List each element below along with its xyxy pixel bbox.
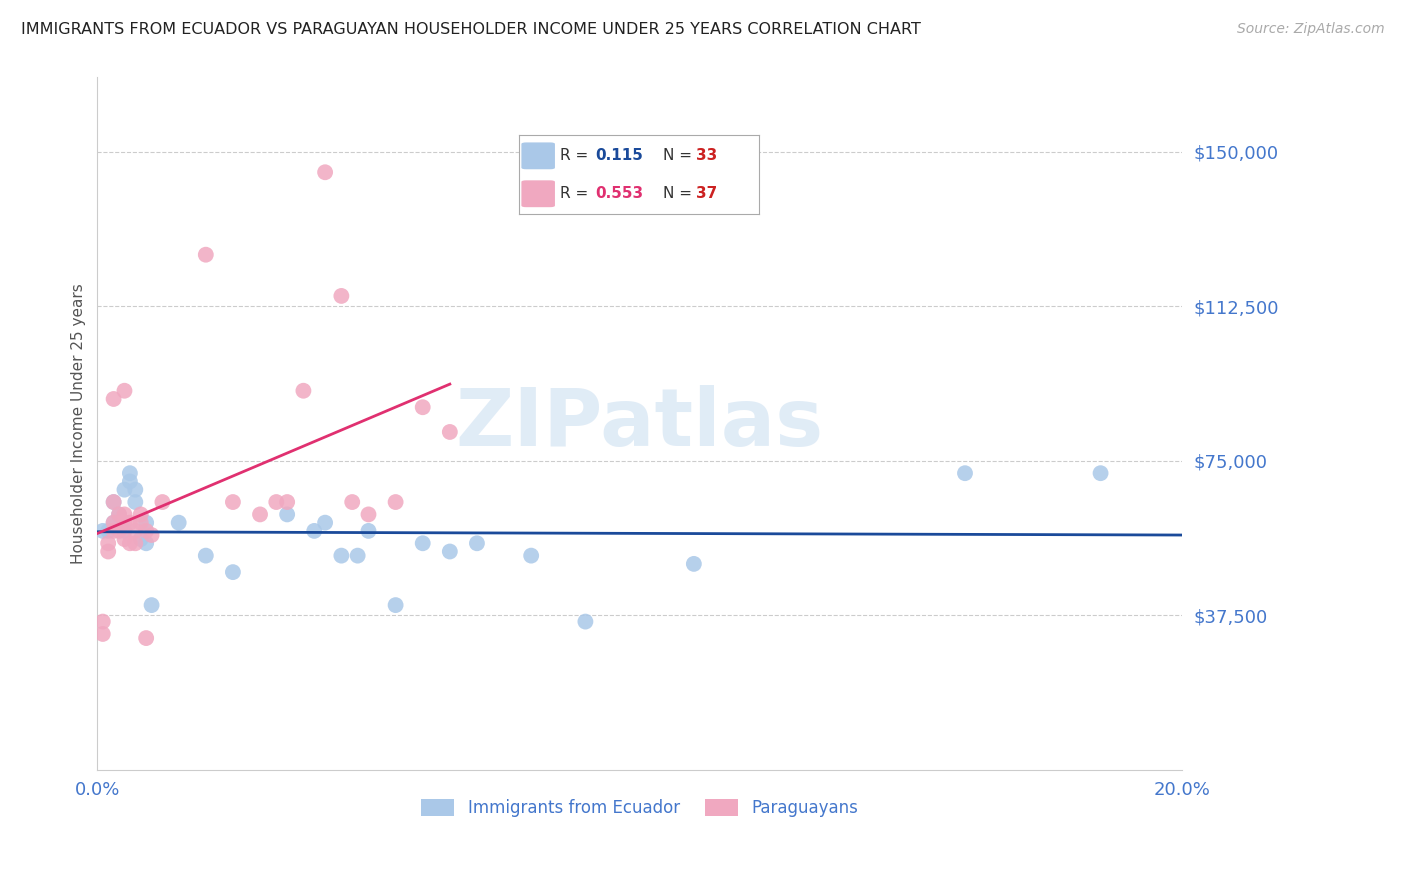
Point [953,466,976,480]
Point [103,392,125,406]
Point [124,536,146,550]
Point [108,508,131,522]
Point [114,384,136,398]
Point [91,524,114,538]
Point [222,495,245,509]
Point [103,524,125,538]
Point [118,536,141,550]
Point [97,536,120,550]
Point [135,524,157,538]
Point [103,495,125,509]
Point [304,524,326,538]
Point [129,516,152,530]
Text: R =: R = [560,186,593,202]
Point [129,532,152,546]
Y-axis label: Householder Income Under 25 years: Householder Income Under 25 years [72,284,86,564]
Point [342,495,364,509]
Point [384,495,406,509]
Point [103,516,125,530]
Point [194,248,217,262]
Point [114,532,136,546]
Text: ZIPatlas: ZIPatlas [456,384,824,463]
Point [114,524,136,538]
Point [222,565,245,579]
Point [276,495,298,509]
FancyBboxPatch shape [522,143,555,169]
Text: IMMIGRANTS FROM ECUADOR VS PARAGUAYAN HOUSEHOLDER INCOME UNDER 25 YEARS CORRELAT: IMMIGRANTS FROM ECUADOR VS PARAGUAYAN HO… [21,22,921,37]
Point [1090,466,1112,480]
Point [124,495,146,509]
Text: R =: R = [560,148,593,163]
Point [412,401,434,415]
Point [135,631,157,645]
Point [574,615,596,629]
Point [167,516,190,530]
Point [465,536,488,550]
FancyBboxPatch shape [522,180,555,207]
Point [118,516,141,530]
Text: N =: N = [662,148,697,163]
Point [124,524,146,538]
Text: Source: ZipAtlas.com: Source: ZipAtlas.com [1237,22,1385,37]
Point [124,483,146,497]
Point [91,627,114,641]
Text: 0.553: 0.553 [596,186,644,202]
Point [346,549,368,563]
Point [108,524,131,538]
Point [330,289,353,303]
Point [141,598,163,612]
Point [266,495,288,509]
Point [520,549,543,563]
Point [118,466,141,480]
Point [276,508,298,522]
Point [97,524,120,538]
Point [249,508,271,522]
Point [357,508,380,522]
Legend: Immigrants from Ecuador, Paraguayans: Immigrants from Ecuador, Paraguayans [415,792,865,824]
Point [135,536,157,550]
Point [682,557,704,571]
Text: 0.115: 0.115 [596,148,644,163]
Point [314,516,336,530]
Text: 33: 33 [696,148,717,163]
Point [97,544,120,558]
Point [141,528,163,542]
Point [194,549,217,563]
Point [292,384,315,398]
Point [330,549,353,563]
Point [412,536,434,550]
Point [114,516,136,530]
Point [357,524,380,538]
Point [103,495,125,509]
Point [114,483,136,497]
Point [129,508,152,522]
Point [103,516,125,530]
Point [384,598,406,612]
Point [114,508,136,522]
Text: N =: N = [662,186,697,202]
Point [118,475,141,489]
Point [108,508,131,522]
Point [91,615,114,629]
Point [439,425,461,439]
Text: 37: 37 [696,186,717,202]
Point [314,165,336,179]
Point [439,544,461,558]
Point [135,516,157,530]
Point [152,495,174,509]
